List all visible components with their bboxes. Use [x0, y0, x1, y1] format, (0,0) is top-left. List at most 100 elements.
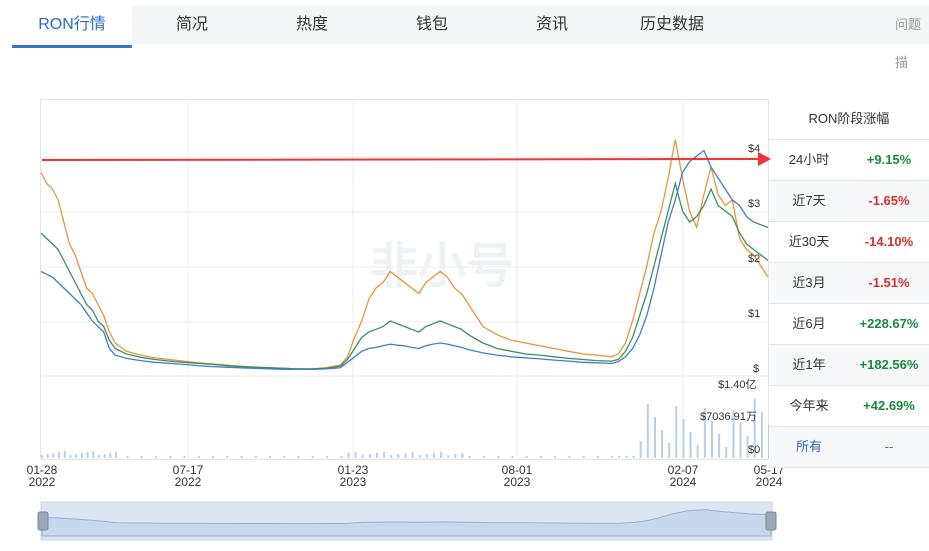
- volume-bar: [418, 455, 421, 458]
- volume-bar: [596, 456, 599, 458]
- volume-bar: [711, 421, 713, 458]
- volume-label: $7036.91万: [700, 411, 757, 423]
- volume-bar: [155, 456, 157, 458]
- volume-bar: [582, 456, 585, 458]
- series-line-orange: [40, 139, 769, 370]
- tab-ron-market[interactable]: RON行情: [12, 6, 132, 48]
- perf-label: 今年来: [789, 398, 829, 413]
- performance-panel: RON阶段涨幅 24小时 +9.15% 近7天 -1.65% 近30天 -14.10%…: [769, 99, 929, 468]
- tab-wallet[interactable]: 钱包: [415, 16, 448, 33]
- volume-bar: [169, 456, 172, 458]
- volume-bar: [454, 454, 457, 458]
- perf-row-24h: 24小时 +9.15%: [769, 140, 929, 181]
- x-tick-label: 01-23 2023: [337, 463, 369, 489]
- volume-bar: [254, 456, 257, 458]
- x-tick-label: 02-07 2024: [667, 463, 699, 489]
- series-line-blue: [40, 149, 769, 371]
- y-tick-label: $4: [748, 143, 760, 155]
- volume-bar: [109, 453, 112, 458]
- volume-bar: [675, 406, 678, 458]
- tab-history[interactable]: 历史数据: [639, 16, 704, 33]
- perf-value: -1.51%: [868, 275, 910, 290]
- tab-bar-background: [130, 6, 929, 44]
- performance-title: RON阶段涨幅: [769, 99, 929, 140]
- navigator-handle-left[interactable]: [37, 511, 49, 531]
- volume-bar: [397, 454, 400, 458]
- y-tick-label: $: [753, 363, 759, 375]
- perf-label: 近6月: [792, 316, 826, 331]
- price-chart-frame: [40, 99, 769, 460]
- volume-bar: [632, 456, 635, 458]
- volume-bar: [326, 456, 329, 458]
- volume-bar: [725, 447, 728, 458]
- volume-bar: [297, 456, 300, 458]
- volume-bar: [41, 455, 43, 458]
- volume-bar: [140, 456, 143, 458]
- tab-news[interactable]: 资讯: [535, 16, 568, 33]
- y-tick-label: $0: [748, 444, 760, 456]
- navigator-series: [41, 509, 772, 537]
- perf-value: -1.65%: [868, 193, 910, 208]
- volume-bar: [75, 454, 78, 458]
- perf-label: 近7天: [792, 193, 826, 208]
- tab-heat[interactable]: 热度: [295, 16, 328, 33]
- perf-label: 近1年: [792, 357, 826, 372]
- volume-bar: [98, 455, 100, 458]
- volume-bar: [468, 456, 471, 458]
- volume-bar: [654, 417, 656, 458]
- volume-bar: [183, 456, 186, 458]
- volume-bar: [390, 455, 393, 458]
- volume-bar: [411, 452, 414, 458]
- volume-bar: [340, 456, 343, 458]
- volume-bar: [103, 454, 106, 458]
- volume-bar: [703, 408, 706, 458]
- perf-row-3m: 近3月 -1.51%: [769, 263, 929, 304]
- volume-bar: [63, 451, 66, 458]
- volume-bar: [625, 456, 628, 458]
- volume-bar: [539, 456, 542, 458]
- tab-overview[interactable]: 简况: [175, 16, 208, 33]
- perf-label-all[interactable]: 所有: [795, 439, 822, 454]
- volume-bar: [347, 453, 350, 458]
- perf-row-all[interactable]: 所有 --: [769, 427, 929, 468]
- volume-bar: [718, 434, 721, 458]
- volume-bar: [511, 456, 514, 458]
- perf-row-1y: 近1年 +182.56%: [769, 345, 929, 386]
- perf-value: -14.10%: [864, 234, 914, 249]
- volume-bar: [212, 456, 215, 458]
- watermark: 非小号: [370, 240, 514, 293]
- perf-label: 近30天: [788, 234, 830, 249]
- volume-bar: [283, 456, 286, 458]
- y-tick-label: $3: [748, 198, 760, 210]
- y-tick-label: $1: [748, 308, 760, 320]
- volume-bar: [240, 456, 243, 458]
- volume-bar: [58, 452, 61, 458]
- volume-bar: [440, 452, 443, 458]
- x-tick-label: 01-28 2022: [26, 463, 58, 489]
- volume-bar: [86, 452, 89, 458]
- y-tick-label: $2: [748, 253, 760, 265]
- annotation-arrow-head: [758, 152, 771, 166]
- help-link[interactable]: 问题描: [895, 17, 922, 70]
- perf-value: +228.67%: [859, 316, 919, 331]
- volume-bar: [92, 451, 95, 458]
- perf-row-7d: 近7天 -1.65%: [769, 181, 929, 222]
- volume-bar: [354, 452, 357, 458]
- perf-row-6m: 近6月 +228.67%: [769, 304, 929, 345]
- volume-bar: [646, 404, 649, 458]
- volume-bar: [760, 412, 763, 458]
- x-tick-label: 07-17 2022: [172, 463, 204, 489]
- volume-bar: [732, 410, 735, 458]
- volume-bar: [404, 453, 407, 458]
- navigator-handle-right[interactable]: [765, 511, 777, 531]
- perf-value: +182.56%: [859, 357, 919, 372]
- volume-bar: [69, 455, 72, 458]
- volume-bar: [226, 456, 229, 458]
- volume-bar: [554, 456, 557, 458]
- series-line-green: [40, 180, 769, 370]
- annotation-arrow-line: [41, 158, 759, 161]
- volume-bar: [361, 455, 364, 458]
- volume-bar: [611, 456, 614, 458]
- volume-bar: [746, 436, 749, 458]
